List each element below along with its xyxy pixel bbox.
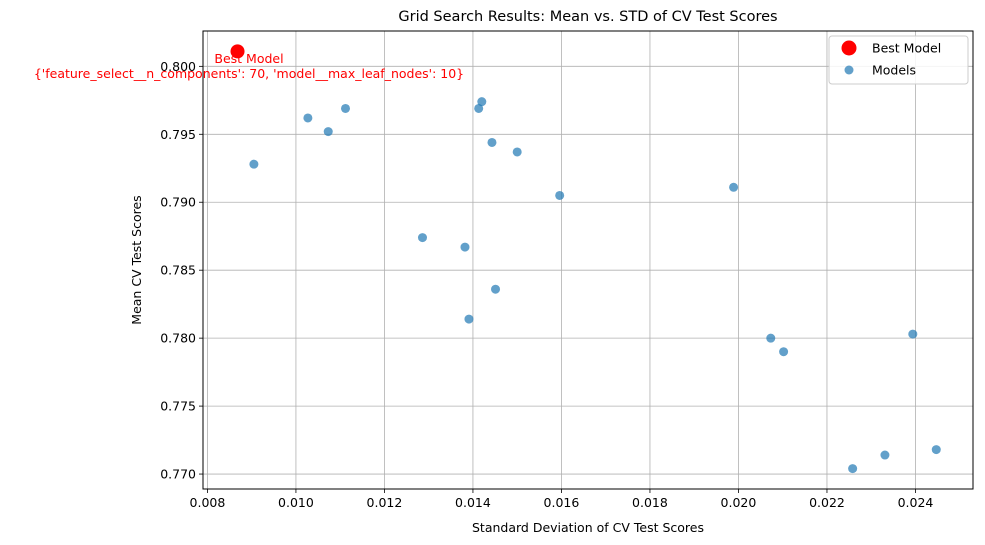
legend-label-best-model: Best Model: [872, 41, 941, 56]
data-points: [233, 46, 941, 474]
x-axis-ticks: 0.008 0.010 0.012 0.014 0.016 0.018 0.020 0.022…: [190, 489, 934, 510]
model-point: [303, 113, 313, 123]
annotation-best-model-params: {'feature_select__n_components': 70, 'mo…: [34, 66, 464, 81]
x-axis-label: Standard Deviation of CV Test Scores: [472, 520, 704, 535]
x-tick-label: 0.012: [367, 495, 403, 510]
model-point: [931, 445, 941, 455]
model-point: [460, 242, 470, 252]
model-point: [417, 233, 427, 243]
y-tick-label: 0.790: [160, 195, 196, 210]
best-model-points: [230, 44, 245, 59]
y-axis-ticks: 0.770 0.775 0.780 0.785 0.790 0.795 0.800: [160, 59, 203, 482]
x-tick-label: 0.020: [721, 495, 757, 510]
best-model-point: [230, 44, 245, 59]
model-point: [779, 347, 789, 357]
model-point: [474, 103, 484, 113]
legend-marker-best-model: [841, 40, 857, 56]
y-tick-label: 0.795: [160, 127, 196, 142]
x-tick-label: 0.018: [632, 495, 668, 510]
legend-marker-models: [844, 65, 854, 75]
model-point: [512, 147, 522, 157]
model-point: [555, 190, 565, 200]
plot-frame: [202, 30, 974, 490]
y-tick-label: 0.770: [160, 467, 196, 482]
x-tick-label: 0.014: [455, 495, 491, 510]
x-tick-label: 0.008: [190, 495, 226, 510]
model-point: [880, 450, 890, 460]
legend-box: [828, 35, 969, 85]
y-tick-label: 0.785: [160, 263, 196, 278]
model-point: [477, 97, 487, 107]
legend: Best Model Models: [828, 35, 969, 85]
x-tick-label: 0.010: [278, 495, 314, 510]
x-tick-label: 0.022: [809, 495, 845, 510]
y-tick-label: 0.800: [160, 59, 196, 74]
model-point: [464, 314, 474, 324]
model-point: [249, 159, 259, 169]
model-point: [491, 284, 501, 294]
grid-lines: [203, 31, 973, 489]
y-tick-label: 0.780: [160, 331, 196, 346]
model-point: [340, 103, 350, 113]
annotation-best-model-label: Best Model: [214, 51, 283, 66]
model-point: [323, 127, 333, 137]
model-point: [729, 182, 739, 192]
x-tick-label: 0.024: [898, 495, 934, 510]
x-tick-label: 0.016: [544, 495, 580, 510]
legend-label-models: Models: [872, 63, 916, 78]
model-point: [766, 333, 776, 343]
model-point: [487, 137, 497, 147]
model-point: [848, 464, 858, 474]
y-tick-label: 0.775: [160, 399, 196, 414]
chart-title: Grid Search Results: Mean vs. STD of CV …: [398, 9, 777, 25]
y-axis-label: Mean CV Test Scores: [129, 195, 144, 324]
model-point: [908, 329, 918, 339]
